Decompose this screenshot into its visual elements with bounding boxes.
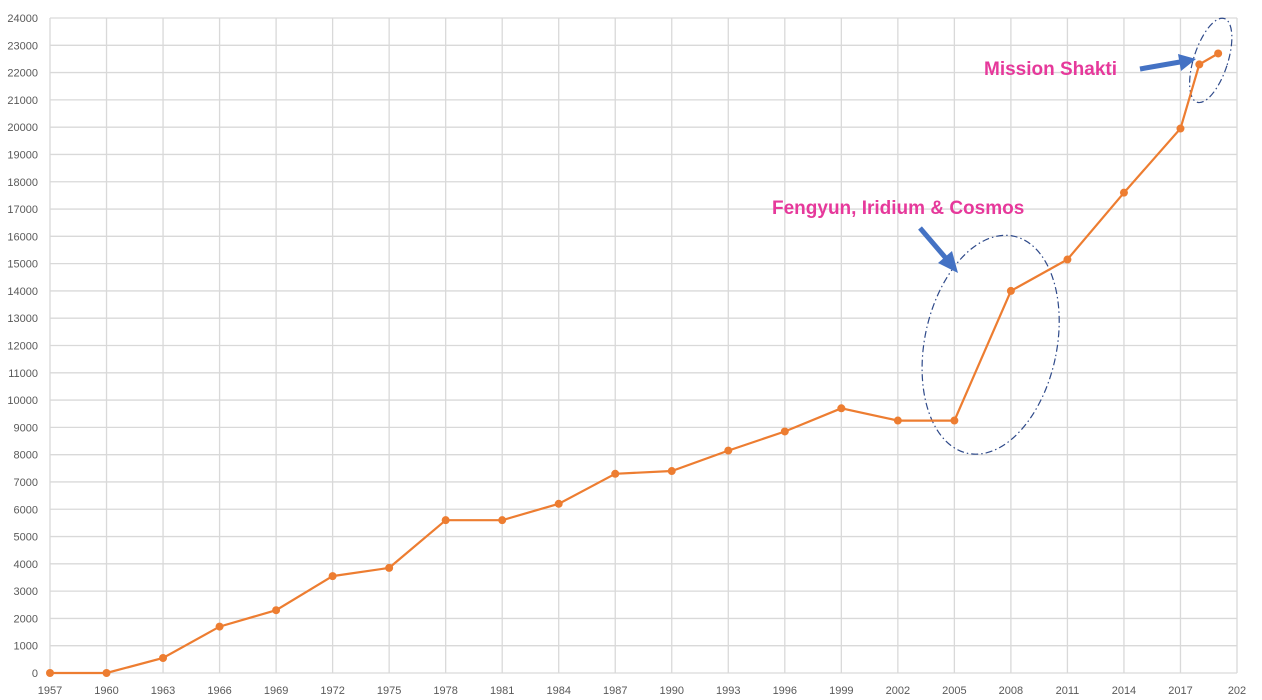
- data-point: [724, 446, 733, 455]
- x-tick-label: 1972: [320, 685, 344, 697]
- x-tick-label: 2017: [1168, 685, 1192, 697]
- data-point: [1006, 286, 1015, 295]
- y-tick-label: 12000: [7, 341, 38, 353]
- y-tick-label: 5000: [14, 532, 38, 544]
- x-tick-label: 1990: [660, 685, 684, 697]
- x-tick-label: 2005: [942, 685, 966, 697]
- data-point: [385, 563, 394, 572]
- y-tick-label: 4000: [14, 559, 38, 571]
- x-tick-label: 1966: [207, 685, 231, 697]
- x-tick-label: 1996: [773, 685, 797, 697]
- y-tick-label: 18000: [7, 177, 38, 189]
- y-tick-label: 17000: [7, 204, 38, 216]
- data-point: [1195, 60, 1204, 69]
- y-tick-label: 10000: [7, 395, 38, 407]
- data-point: [1176, 124, 1185, 133]
- y-tick-label: 14000: [7, 286, 38, 298]
- data-point: [1063, 255, 1072, 264]
- x-tick-label: 1969: [264, 685, 288, 697]
- x-tick-label: 2011: [1056, 685, 1080, 697]
- y-tick-label: 21000: [7, 95, 38, 107]
- y-tick-label: 8000: [14, 450, 38, 462]
- data-point: [159, 653, 168, 662]
- x-tick-label: 1963: [151, 685, 175, 697]
- x-tick-label: 2002: [886, 685, 910, 697]
- data-point: [102, 669, 111, 677]
- data-point: [950, 416, 959, 425]
- x-tick-label: 1984: [546, 685, 570, 697]
- y-tick-label: 24000: [7, 13, 38, 25]
- fengyun-highlight-ellipse: [921, 234, 1060, 455]
- data-point: [441, 516, 450, 525]
- x-tick-label: 2008: [999, 685, 1023, 697]
- y-tick-label: 15000: [7, 259, 38, 271]
- data-point: [667, 467, 676, 476]
- y-tick-label: 16000: [7, 231, 38, 243]
- y-tick-label: 22000: [7, 68, 38, 80]
- data-point: [780, 427, 789, 436]
- y-tick-label: 6000: [14, 504, 38, 516]
- data-point: [272, 606, 281, 615]
- y-axis-ticks: 0 1000 2000 3000 4000 5000 6000 7000 8000 9000 100…: [7, 13, 38, 680]
- data-point: [893, 416, 902, 425]
- data-point: [554, 499, 563, 508]
- shakti-arrowhead: [1178, 54, 1196, 71]
- y-tick-label: 19000: [7, 149, 38, 161]
- y-tick-label: 2000: [14, 613, 38, 625]
- x-tick-label: 1993: [716, 685, 740, 697]
- y-tick-label: 7000: [14, 477, 38, 489]
- y-tick-label: 13000: [7, 313, 38, 325]
- y-tick-label: 0: [32, 668, 38, 680]
- x-tick-label: 1987: [603, 685, 627, 697]
- x-axis-ticks: 1957 1960 1963 1966 1969 1972 1975 1978 1981 1984…: [38, 685, 1246, 697]
- y-tick-label: 3000: [14, 586, 38, 598]
- series-line: [50, 52, 1219, 675]
- data-point: [1119, 188, 1128, 197]
- x-tick-label: 1960: [94, 685, 118, 697]
- data-point: [837, 404, 846, 413]
- y-tick-label: 20000: [7, 122, 38, 134]
- shakti-arrow: [1139, 59, 1181, 72]
- data-point: [46, 669, 54, 677]
- x-tick-label: 1957: [38, 685, 62, 697]
- data-point: [1214, 49, 1223, 58]
- data-point: [328, 572, 337, 581]
- x-tick-label: 1981: [490, 685, 514, 697]
- annotation-mission-shakti: Mission Shakti: [984, 59, 1117, 80]
- mission-shakti-highlight-ellipse: [1189, 17, 1233, 104]
- x-tick-label: 2014: [1112, 685, 1136, 697]
- x-tick-label: 1975: [377, 685, 401, 697]
- y-tick-label: 23000: [7, 40, 38, 52]
- y-tick-label: 1000: [14, 641, 38, 653]
- series-line-group: [46, 49, 1223, 677]
- x-tick-label: 1978: [433, 685, 457, 697]
- x-tick-label: 1999: [829, 685, 853, 697]
- data-point: [215, 622, 224, 631]
- data-point: [611, 469, 620, 478]
- y-tick-label: 9000: [14, 422, 38, 434]
- x-tick-label: 202: [1228, 685, 1246, 697]
- y-tick-label: 11000: [8, 368, 38, 380]
- fengyun-arrowhead: [938, 251, 958, 273]
- annotation-fengyun: Fengyun, Iridium & Cosmos: [772, 198, 1024, 219]
- chart-gridlines: [49, 17, 1238, 674]
- data-point: [498, 516, 507, 525]
